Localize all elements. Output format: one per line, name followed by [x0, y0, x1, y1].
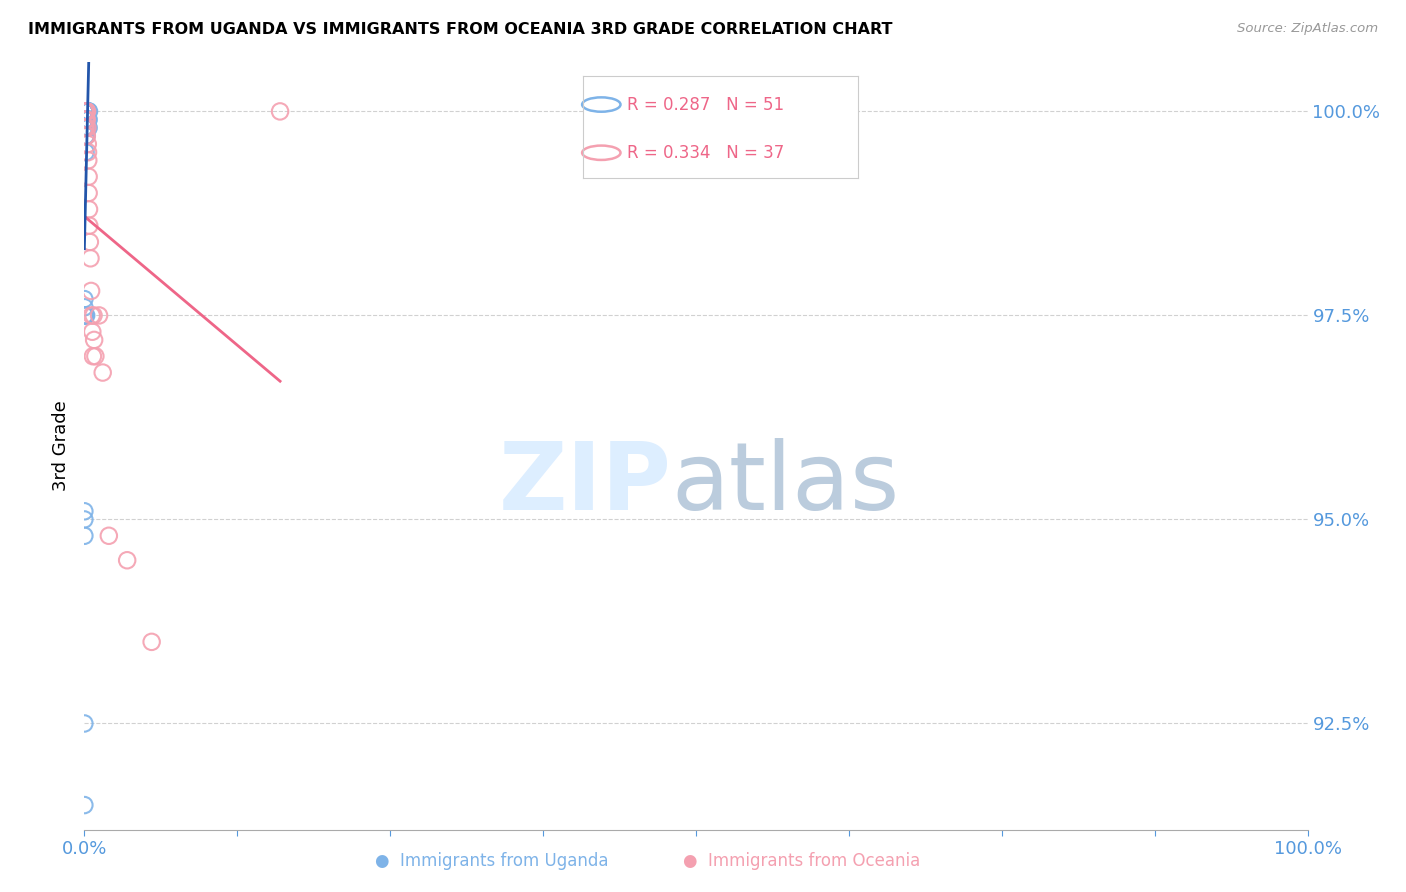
Point	[75, 112, 97, 127]
Point	[73, 309, 96, 323]
Point	[73, 512, 96, 526]
Point	[76, 112, 98, 127]
Point	[73, 104, 96, 119]
Point	[76, 104, 98, 119]
Point	[77, 219, 100, 233]
Point	[75, 112, 97, 127]
Point	[73, 112, 96, 127]
Point	[76, 120, 98, 135]
Point	[75, 309, 97, 323]
Point	[75, 120, 97, 135]
Point	[79, 252, 101, 266]
Point	[73, 300, 96, 314]
Text: Source: ZipAtlas.com: Source: ZipAtlas.com	[1237, 22, 1378, 36]
Y-axis label: 3rd Grade: 3rd Grade	[52, 401, 70, 491]
Point	[76, 112, 98, 127]
Point	[73, 716, 96, 731]
Point	[76, 120, 98, 135]
Point	[84, 349, 107, 363]
Point	[73, 292, 96, 306]
Point	[83, 333, 105, 347]
Point	[75, 104, 97, 119]
Point	[75, 112, 97, 127]
Point	[75, 104, 97, 119]
Point	[76, 120, 98, 135]
Text: IMMIGRANTS FROM UGANDA VS IMMIGRANTS FROM OCEANIA 3RD GRADE CORRELATION CHART: IMMIGRANTS FROM UGANDA VS IMMIGRANTS FRO…	[28, 22, 893, 37]
Point	[73, 309, 96, 323]
Point	[75, 104, 97, 119]
Point	[76, 112, 98, 127]
Point	[80, 309, 103, 323]
Point	[76, 136, 98, 151]
Point	[73, 104, 96, 119]
Point	[73, 120, 96, 135]
Point	[73, 120, 96, 135]
Point	[83, 309, 105, 323]
Point	[77, 104, 100, 119]
Point	[269, 104, 291, 119]
Point	[77, 104, 100, 119]
Point	[77, 153, 100, 168]
Point	[77, 202, 100, 217]
Text: R = 0.334   N = 37: R = 0.334 N = 37	[627, 144, 785, 161]
Point	[75, 104, 97, 119]
Point	[73, 104, 96, 119]
Point	[73, 104, 96, 119]
Point	[82, 349, 104, 363]
Point	[75, 128, 97, 143]
Point	[73, 104, 96, 119]
Point	[73, 104, 96, 119]
Point	[76, 128, 98, 143]
Text: ●  Immigrants from Uganda: ● Immigrants from Uganda	[375, 852, 609, 870]
Point	[77, 104, 100, 119]
Point	[97, 529, 120, 543]
Point	[73, 120, 96, 135]
Point	[73, 104, 96, 119]
Point	[73, 104, 96, 119]
Point	[115, 553, 138, 567]
Point	[77, 112, 100, 127]
Point	[79, 235, 101, 249]
Point	[91, 366, 114, 380]
Point	[75, 104, 97, 119]
Point	[73, 104, 96, 119]
Point	[76, 104, 98, 119]
Text: ●  Immigrants from Oceania: ● Immigrants from Oceania	[683, 852, 920, 870]
Text: R = 0.287   N = 51: R = 0.287 N = 51	[627, 95, 785, 113]
Point	[82, 325, 104, 339]
Point	[73, 112, 96, 127]
Point	[77, 145, 100, 160]
Point	[76, 104, 98, 119]
Point	[73, 504, 96, 518]
Point	[73, 104, 96, 119]
Point	[77, 169, 100, 184]
Point	[76, 128, 98, 143]
Point	[73, 798, 96, 813]
Point	[75, 145, 97, 160]
Point	[77, 120, 100, 135]
Point	[80, 284, 103, 298]
Point	[75, 128, 97, 143]
Point	[76, 104, 98, 119]
Point	[77, 186, 100, 200]
Point	[87, 309, 110, 323]
Text: ZIP: ZIP	[499, 438, 672, 531]
Point	[75, 120, 97, 135]
Point	[73, 104, 96, 119]
Point	[75, 104, 97, 119]
Point	[76, 104, 98, 119]
Point	[77, 112, 100, 127]
Point	[73, 120, 96, 135]
Point	[141, 635, 163, 649]
Point	[73, 104, 96, 119]
Point	[75, 309, 97, 323]
Point	[75, 120, 97, 135]
Point	[73, 529, 96, 543]
Point	[75, 104, 97, 119]
Point	[75, 120, 97, 135]
Point	[76, 104, 98, 119]
Text: atlas: atlas	[672, 438, 900, 531]
